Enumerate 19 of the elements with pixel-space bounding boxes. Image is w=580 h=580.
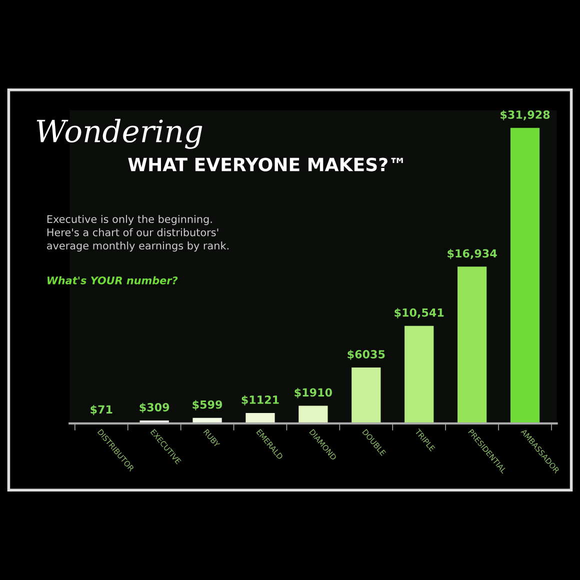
data-label: $16,934 <box>448 248 497 260</box>
data-label: $71 <box>90 405 112 416</box>
data-label: $1910 <box>294 388 332 398</box>
bar <box>298 406 328 424</box>
bar <box>352 368 381 424</box>
text: WHAT EVERYONE MAKES?™ <box>128 158 403 172</box>
annotation: What's YOUR number? <box>48 276 178 284</box>
data-label: $1121 <box>242 395 279 406</box>
data-label: $6035 <box>348 350 385 360</box>
data-label: $309 <box>140 402 170 413</box>
bar <box>458 266 487 424</box>
data-label: $10,541 <box>394 308 444 318</box>
bar <box>246 413 275 424</box>
bar <box>510 128 540 424</box>
data-label: $31,928 <box>500 110 550 120</box>
bar <box>404 326 434 424</box>
data-label: $599 <box>192 400 222 410</box>
annotation: Executive is only the beginning. Here's a chart of our distributors' average monthly earnings by rank. <box>47 214 228 252</box>
chart-title: Wondering <box>36 118 202 149</box>
